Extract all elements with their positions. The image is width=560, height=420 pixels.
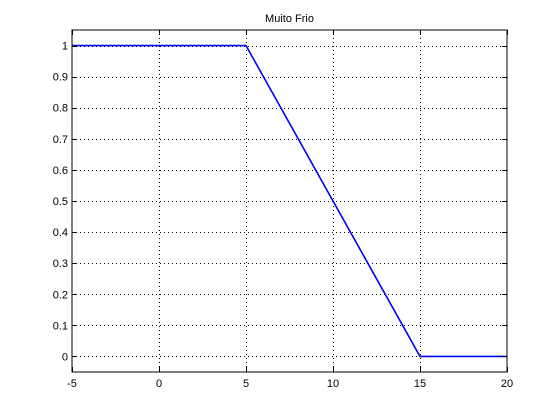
plot-area [72, 30, 507, 372]
x-tick-labels: -5 0 5 10 15 20 [67, 378, 513, 390]
grid [72, 30, 507, 372]
y-tick-label: 0.9 [53, 72, 68, 84]
x-tick-label: 0 [156, 378, 162, 390]
y-tick-label: 0.1 [53, 320, 68, 332]
y-tick-label: 0.5 [53, 196, 68, 208]
y-tick-label: 0.3 [53, 258, 68, 270]
y-tick-label: 0.8 [53, 103, 68, 115]
series-layer [72, 44, 507, 358]
y-tick-label: 0.7 [53, 134, 68, 146]
x-tick-label: 20 [501, 378, 513, 390]
y-tick-label: 0.4 [53, 227, 68, 239]
ticks [72, 30, 508, 372]
series-line [72, 44, 507, 358]
y-tick-label: 0.6 [53, 165, 68, 177]
x-tick-label: -5 [67, 378, 77, 390]
y-tick-labels: 0 0.1 0.2 0.3 0.4 0.5 0.6 0.7 0.8 0.9 1 [53, 41, 68, 364]
x-tick-label: 10 [327, 378, 339, 390]
y-tick-label: 0 [62, 351, 68, 363]
y-tick-label: 0.2 [53, 289, 68, 301]
x-tick-label: 15 [414, 378, 426, 390]
chart-title: Muito Frio [265, 13, 314, 25]
y-tick-label: 1 [62, 41, 68, 53]
x-tick-label: 5 [243, 378, 249, 390]
